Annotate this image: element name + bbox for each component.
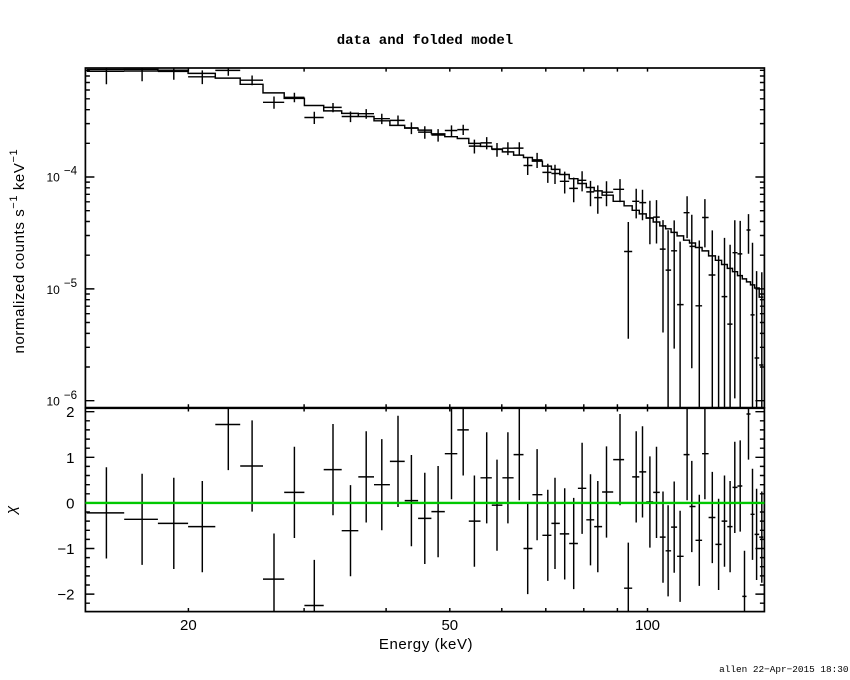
svg-text:−1: −1 — [57, 541, 74, 558]
svg-text:0: 0 — [66, 495, 74, 512]
svg-text:χ: χ — [3, 505, 20, 516]
svg-text:20: 20 — [180, 617, 197, 634]
svg-text:2: 2 — [66, 404, 74, 421]
svg-text:data and folded model: data and folded model — [337, 33, 513, 49]
svg-text:normalized counts s−1 keV−1: normalized counts s−1 keV−1 — [8, 149, 28, 354]
svg-text:100: 100 — [635, 617, 660, 634]
svg-text:−2: −2 — [57, 587, 74, 604]
svg-text:Energy (keV): Energy (keV) — [379, 636, 473, 653]
svg-text:50: 50 — [441, 617, 458, 634]
svg-text:1: 1 — [66, 450, 74, 467]
svg-text:allen 22−Apr−2015 18:30: allen 22−Apr−2015 18:30 — [719, 664, 849, 675]
